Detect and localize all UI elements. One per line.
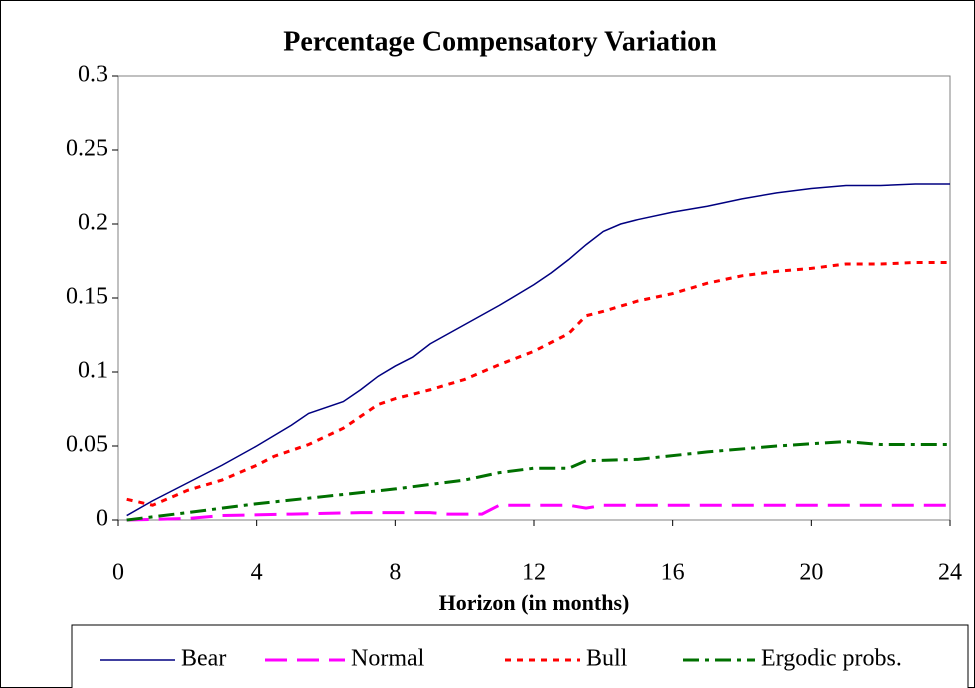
series-line [126,503,950,522]
y-tick-label: 0.05 [66,432,108,458]
x-axis-label: Horizon (in months) [439,590,630,615]
x-tick-label: 20 [799,560,823,586]
legend-label: Normal [351,646,425,672]
y-tick-label: 0.1 [78,358,108,384]
x-tick-label: 8 [389,560,401,586]
y-tick-label: 0.15 [66,284,108,310]
legend-label: Bear [181,646,226,672]
legend-label: Bull [586,646,628,672]
y-tick-label: 0.3 [78,62,108,88]
x-tick-label: 0 [112,560,124,586]
y-tick-label: 0 [96,506,108,532]
x-tick-label: 12 [522,560,546,586]
series-line [126,440,950,522]
series-line [126,183,950,517]
y-tick-label: 0.2 [78,210,108,236]
x-tick-label: 16 [661,560,685,586]
x-tick-label: 24 [938,560,962,586]
y-tick-label: 0.25 [66,136,108,162]
chart-title: Percentage Compensatory Variation [283,26,717,57]
legend-label: Ergodic probs. [761,646,902,672]
x-tick-label: 4 [251,560,263,586]
legend-box [71,624,969,688]
series-line [126,260,950,507]
